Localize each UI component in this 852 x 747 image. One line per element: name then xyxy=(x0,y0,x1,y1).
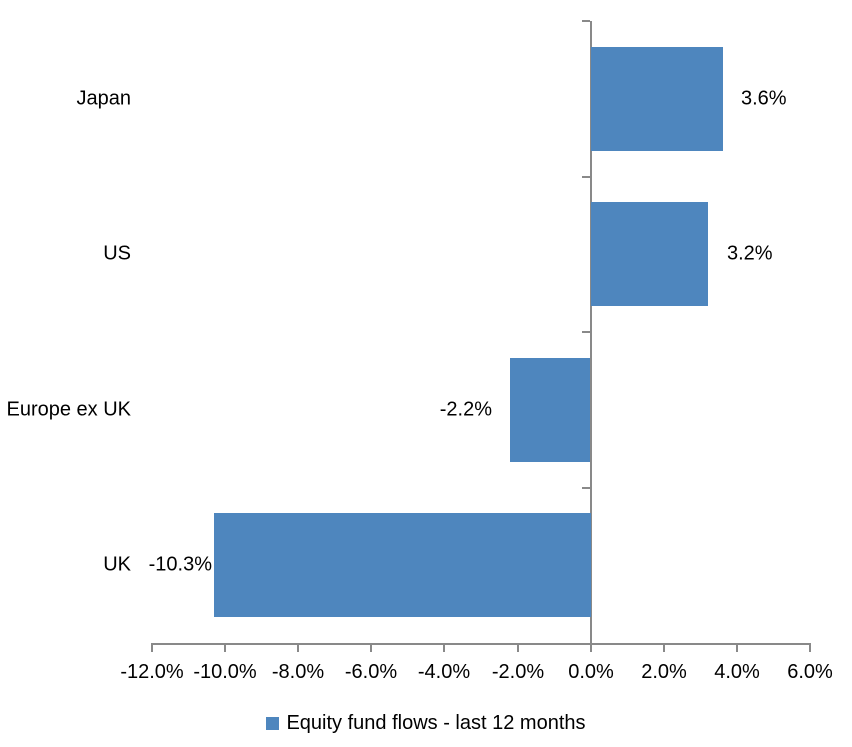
x-tick-label: -10.0% xyxy=(193,661,257,683)
x-tick-label: 2.0% xyxy=(641,661,687,683)
data-label: -2.2% xyxy=(439,398,492,421)
data-label: -10.3% xyxy=(148,553,212,576)
x-tick xyxy=(809,645,811,652)
x-tick xyxy=(297,645,299,652)
bar xyxy=(214,513,591,617)
category-label: UK xyxy=(103,553,131,576)
value-axis-line xyxy=(151,643,811,645)
data-label: 3.2% xyxy=(727,242,773,265)
legend: Equity fund flows - last 12 months xyxy=(0,709,852,737)
data-label: 3.6% xyxy=(741,87,787,110)
x-tick-label: -6.0% xyxy=(344,661,398,683)
x-tick xyxy=(224,645,226,652)
x-tick-label: -2.0% xyxy=(491,661,545,683)
x-tick-label: -4.0% xyxy=(417,661,471,683)
x-tick-label: -8.0% xyxy=(271,661,325,683)
category-tick xyxy=(582,487,590,489)
x-tick xyxy=(663,645,665,652)
bar xyxy=(591,202,708,306)
x-tick xyxy=(443,645,445,652)
legend-label: Equity fund flows - last 12 months xyxy=(286,711,586,734)
category-label: Europe ex UK xyxy=(6,398,131,421)
x-tick-label: 0.0% xyxy=(568,661,614,683)
x-tick xyxy=(370,645,372,652)
x-tick xyxy=(151,645,153,652)
x-tick xyxy=(736,645,738,652)
bar xyxy=(510,358,590,462)
category-tick xyxy=(582,176,590,178)
x-tick-label: 6.0% xyxy=(787,661,833,683)
category-label: US xyxy=(103,242,131,265)
x-tick xyxy=(590,645,592,652)
category-tick xyxy=(582,331,590,333)
x-tick-label: 4.0% xyxy=(714,661,760,683)
x-tick-label: -12.0% xyxy=(120,661,184,683)
bar xyxy=(591,47,723,151)
category-label: Japan xyxy=(76,87,132,110)
x-tick xyxy=(517,645,519,652)
category-axis-line xyxy=(590,21,592,643)
category-tick xyxy=(582,20,590,22)
legend-swatch xyxy=(266,716,280,730)
